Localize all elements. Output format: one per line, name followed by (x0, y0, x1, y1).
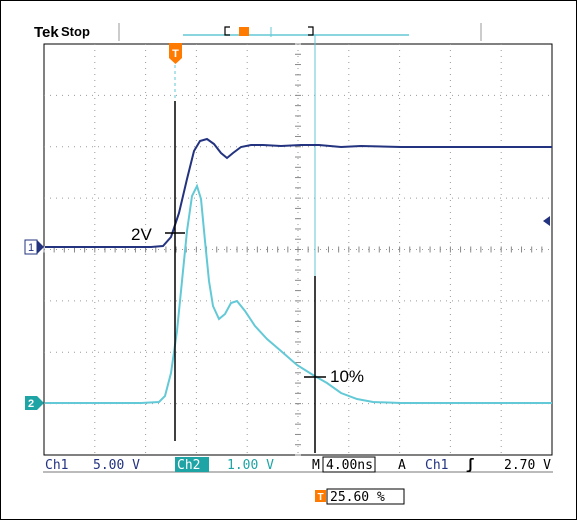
ch1-ground-marker[interactable]: 1 (24, 239, 44, 255)
ch1-scale[interactable]: 5.00 V (93, 458, 140, 473)
status-bar: Ch1 5.00 V Ch2 1.00 V M 4.00ns A Ch1 ʃ 2… (43, 456, 553, 473)
ch2-label: Ch2 (177, 458, 200, 473)
trigger-level-arrow[interactable] (543, 216, 550, 226)
trigger-mode: A (398, 458, 406, 473)
acquisition-status: Stop (61, 24, 90, 39)
trigger-slope-icon: ʃ (466, 457, 474, 473)
trigger-position-readout[interactable]: T 25.60 % (315, 488, 405, 505)
graticule-center-ticks (43, 43, 543, 456)
trigger-position-marker[interactable]: T (169, 43, 182, 64)
ch2-marker-label: 2 (28, 398, 34, 410)
timebase-value[interactable]: 4.00ns (326, 458, 373, 473)
ch1-label: Ch1 (45, 458, 68, 473)
graticule-vertical-lines (94, 44, 502, 455)
trigger-level[interactable]: 2.70 V (504, 458, 551, 473)
ch2-waveform (45, 183, 552, 404)
trigger-position-icon-label: T (317, 492, 323, 503)
timebase-label: M (312, 458, 320, 473)
trigger-marker-label: T (172, 48, 179, 60)
percent-label: 10% (330, 367, 364, 386)
record-view-bar (183, 26, 409, 37)
threshold-label: 2V (131, 225, 152, 244)
ch2-ground-marker[interactable]: 2 (25, 396, 44, 410)
status-bar-background (43, 456, 553, 473)
ch2-label-highlight (175, 457, 209, 472)
ch2-scale[interactable]: 1.00 V (227, 458, 274, 473)
ch1-waveform (45, 137, 552, 248)
trigger-position-value: 25.60 % (330, 490, 385, 505)
trigger-source[interactable]: Ch1 (425, 458, 448, 473)
ch1-marker-label: 1 (28, 242, 34, 254)
brand-logo: Tek (34, 24, 59, 41)
